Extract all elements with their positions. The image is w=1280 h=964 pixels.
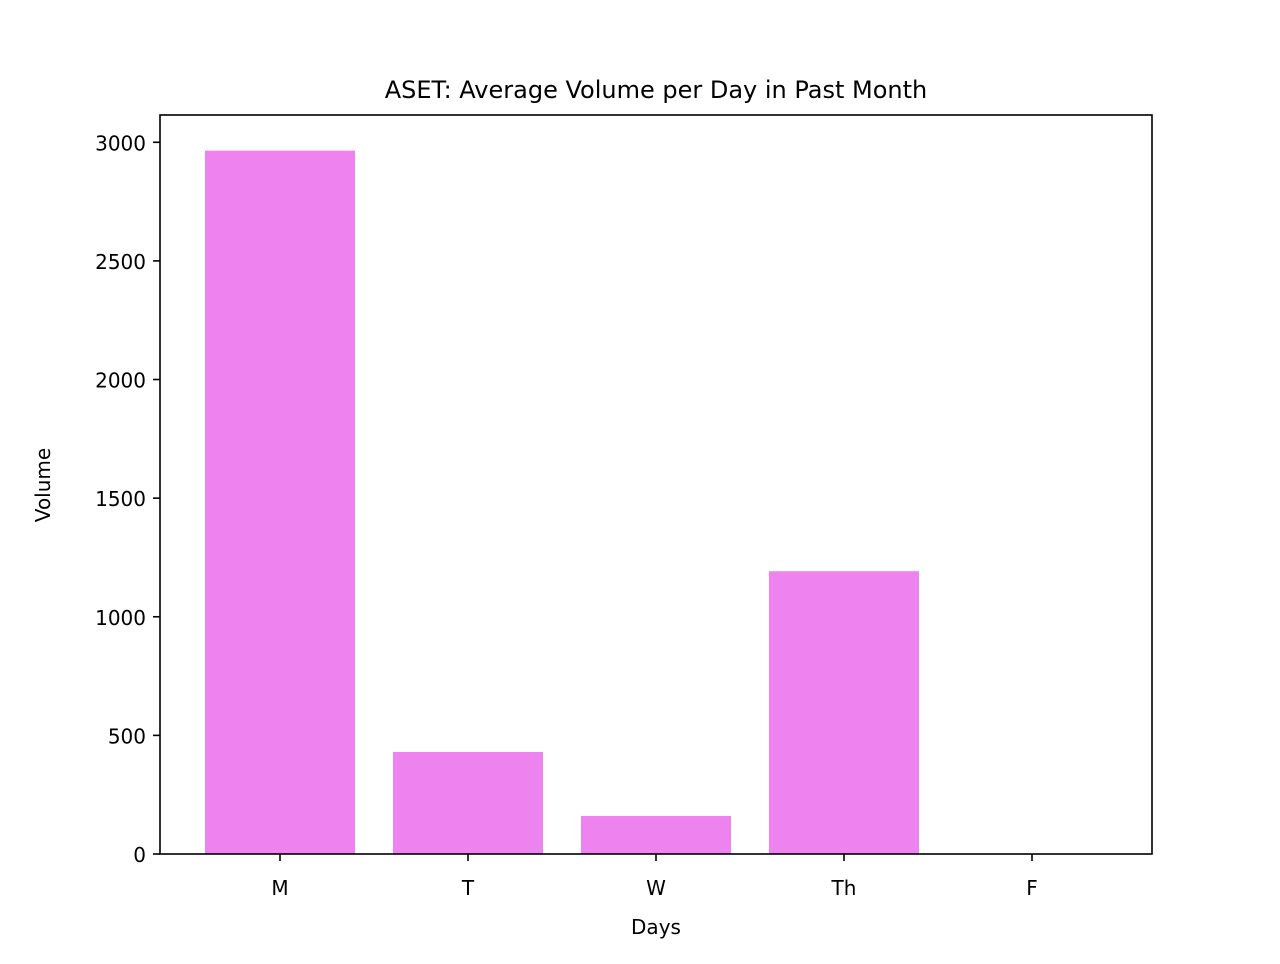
x-tick-label: W	[646, 876, 666, 900]
y-tick-label: 0	[133, 843, 146, 867]
bars-group	[205, 150, 919, 854]
bar-t	[393, 751, 543, 854]
chart-title: ASET: Average Volume per Day in Past Mon…	[385, 76, 928, 104]
x-tick-label: Th	[831, 876, 857, 900]
x-tick-label: F	[1026, 876, 1038, 900]
y-axis-ticks: 0 500 1000 1500 2000 2500 3000	[95, 131, 160, 867]
x-tick-label: M	[271, 876, 288, 900]
y-tick-label: 1500	[95, 487, 146, 511]
y-tick-label: 3000	[95, 131, 146, 155]
y-tick-label: 500	[108, 724, 146, 748]
bar-m	[205, 150, 355, 854]
bar-th	[769, 571, 919, 854]
x-tick-label: T	[461, 876, 475, 900]
y-tick-label: 2500	[95, 250, 146, 274]
x-axis-label: Days	[631, 915, 681, 939]
y-tick-label: 1000	[95, 606, 146, 630]
x-axis-ticks: M T W Th F	[271, 854, 1038, 900]
y-axis-label: Volume	[31, 448, 55, 522]
bar-w	[581, 816, 731, 854]
y-tick-label: 2000	[95, 369, 146, 393]
plot-area-frame	[159, 114, 1153, 855]
